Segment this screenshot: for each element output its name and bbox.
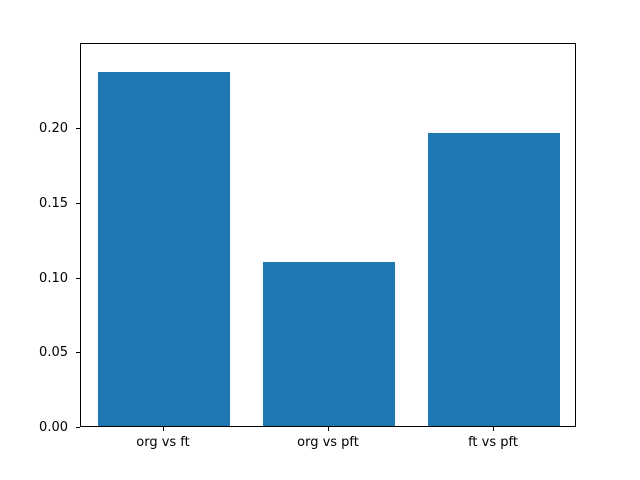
y-tick-label: 0.05	[39, 345, 68, 360]
y-tick-label: 0.20	[39, 121, 68, 136]
x-tick-mark	[328, 427, 329, 431]
x-tick-label: org vs pft	[297, 435, 359, 450]
plot-area	[80, 43, 576, 427]
bar-org-vs-ft	[98, 72, 230, 426]
x-tick-mark	[493, 427, 494, 431]
y-tick-label: 0.15	[39, 196, 68, 211]
x-tick-mark	[163, 427, 164, 431]
bar-org-vs-pft	[263, 262, 395, 426]
y-tick-mark	[76, 278, 80, 279]
y-tick-mark	[76, 203, 80, 204]
x-tick-label: org vs ft	[136, 435, 190, 450]
y-tick-mark	[76, 128, 80, 129]
bar-ft-vs-pft	[428, 133, 560, 426]
x-tick-label: ft vs pft	[468, 435, 518, 450]
y-tick-mark	[76, 427, 80, 428]
y-tick-label: 0.10	[39, 271, 68, 286]
y-tick-mark	[76, 352, 80, 353]
y-tick-label: 0.00	[39, 420, 68, 435]
